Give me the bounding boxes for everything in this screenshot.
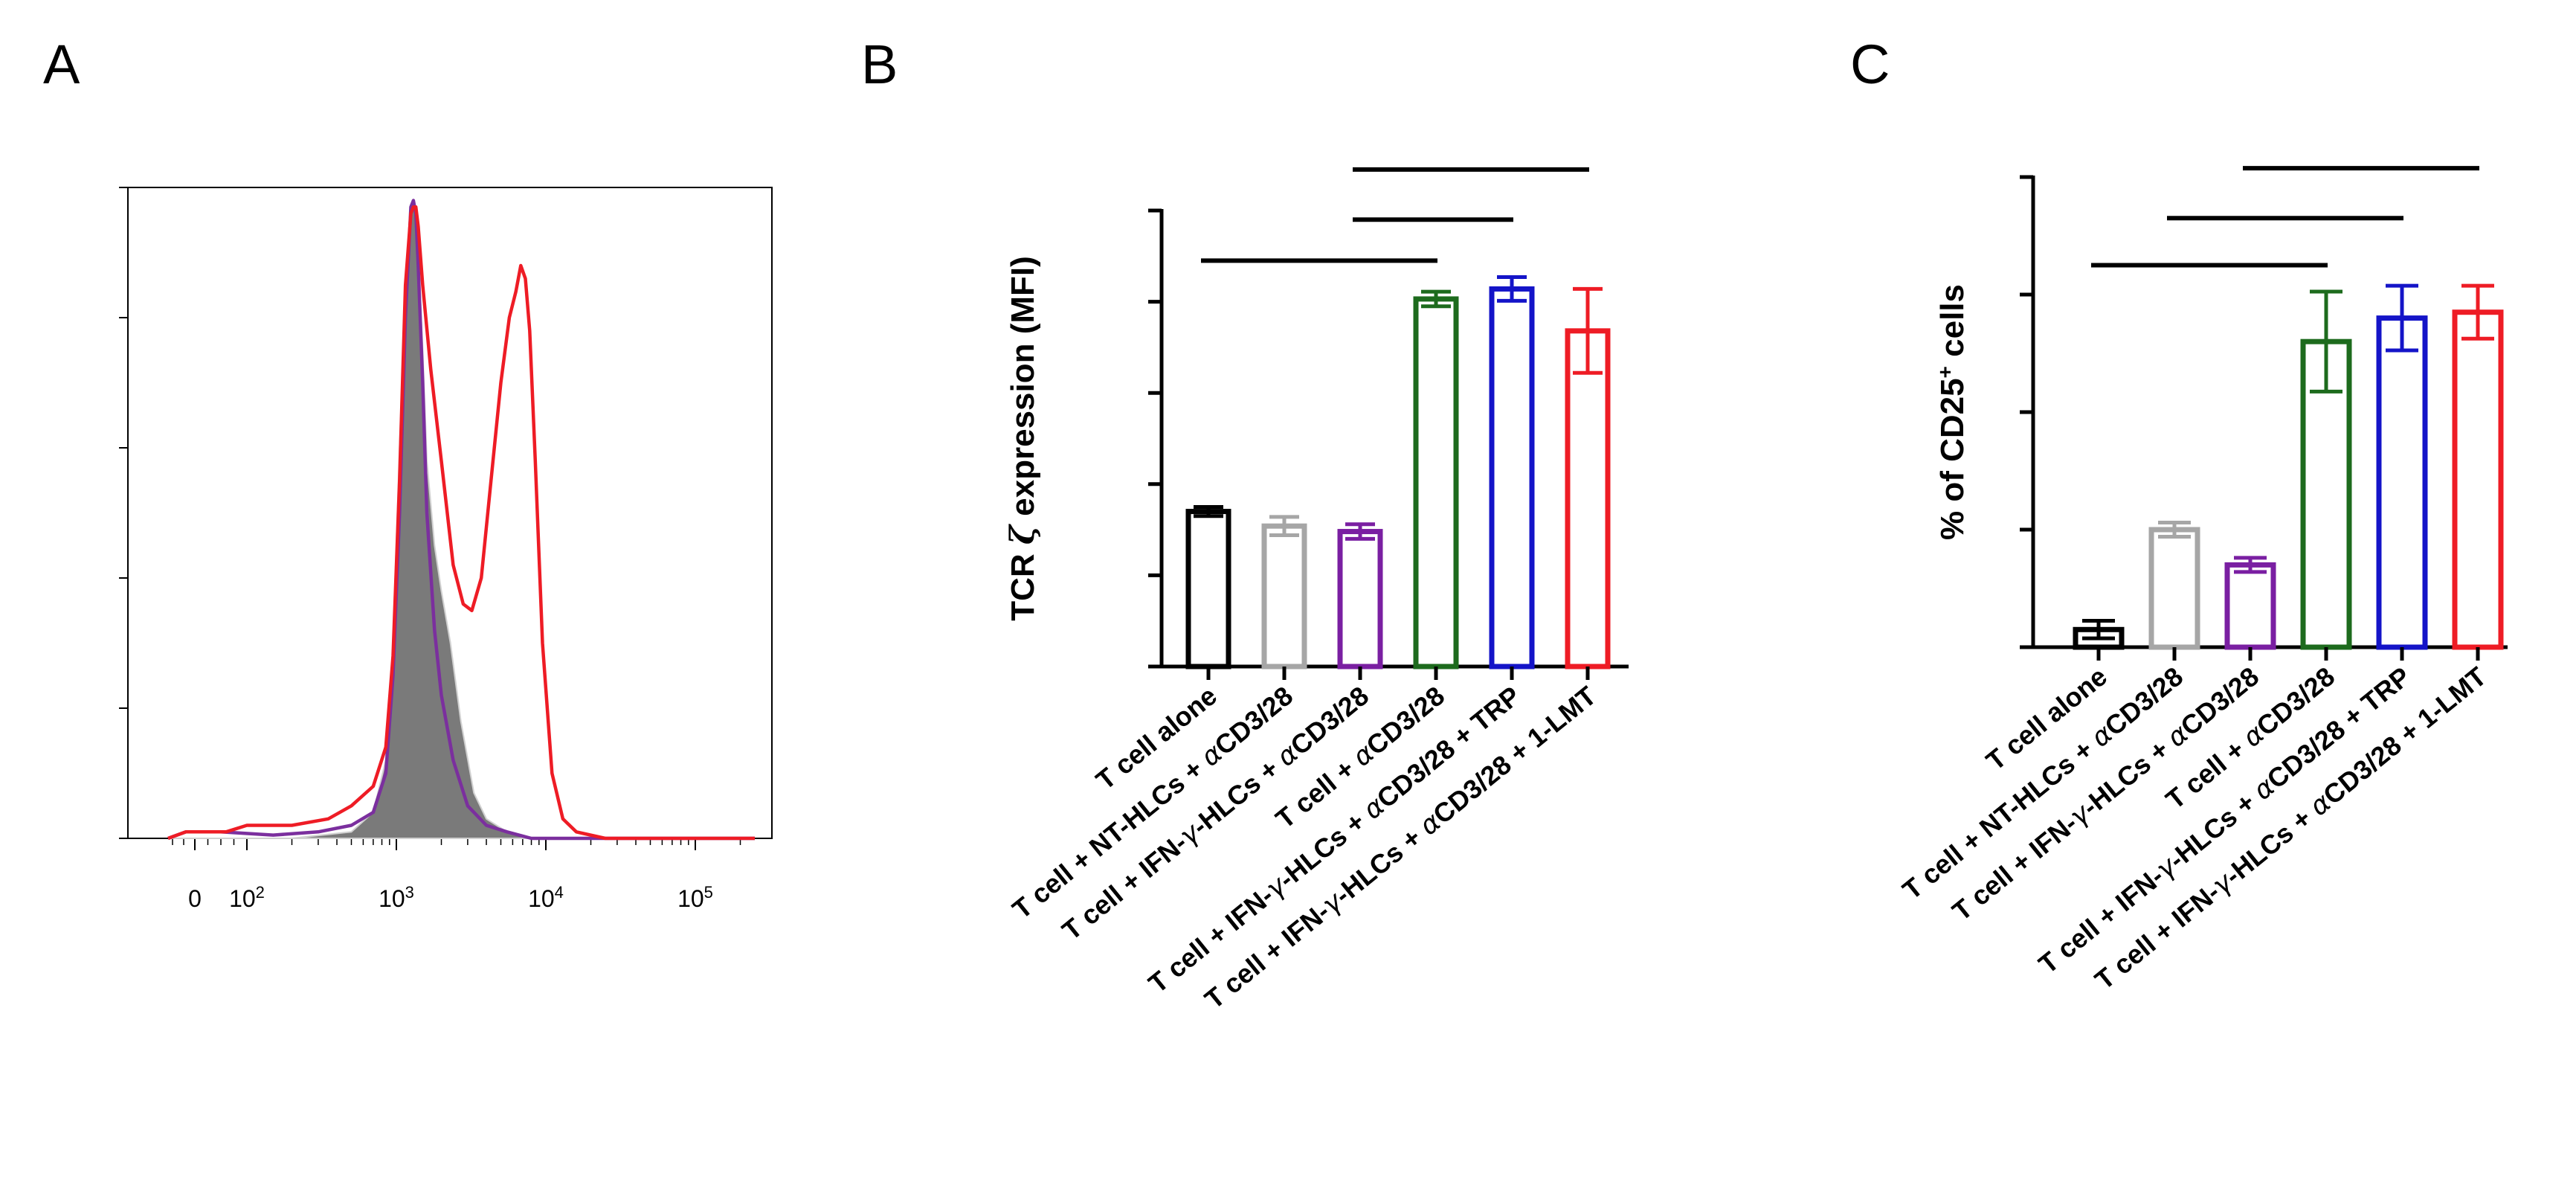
x-tick-exponent: 4 xyxy=(555,883,564,902)
x-tick-base: 10 xyxy=(677,885,704,912)
panel-label-b: B xyxy=(861,33,898,95)
bar xyxy=(1261,523,1307,669)
y-axis-label: % of CD25+ cells xyxy=(1933,284,1971,540)
x-tick-label: 104 xyxy=(528,883,564,913)
histogram-curve-purple xyxy=(167,199,755,841)
x-tick-base: 0 xyxy=(188,885,202,912)
bar xyxy=(1413,296,1459,669)
x-tick-label: 105 xyxy=(677,883,713,913)
bar xyxy=(2452,309,2504,650)
panel-label-c: C xyxy=(1850,33,1890,95)
x-tick-base: 10 xyxy=(528,885,555,912)
y-axis-label-superscript: + xyxy=(1933,366,1957,378)
bar xyxy=(2376,315,2428,650)
x-tick-label: 0 xyxy=(188,885,202,912)
x-tick-exponent: 3 xyxy=(405,883,414,902)
x-tick-label: 102 xyxy=(229,883,265,913)
bar xyxy=(1337,529,1383,669)
histogram-panel: 0 102 103 104 105 xyxy=(119,187,773,913)
x-tick-label: 103 xyxy=(379,883,414,913)
bar xyxy=(1565,328,1611,669)
histogram-curve-red xyxy=(167,205,755,841)
y-axis-label-rest: expression (MFI) xyxy=(1005,256,1041,525)
bar xyxy=(2148,527,2200,650)
bar xyxy=(2224,562,2276,650)
y-axis-label-zeta: ζ xyxy=(1004,524,1042,545)
x-tick-exponent: 5 xyxy=(704,883,713,902)
y-axis-label-main: % of CD25 xyxy=(1934,378,1971,540)
x-tick-exponent: 2 xyxy=(256,883,265,902)
bar xyxy=(1489,286,1535,669)
y-axis-label-main: TCR xyxy=(1005,545,1041,621)
bar xyxy=(1185,509,1231,669)
y-axis-label-rest: cells xyxy=(1934,284,1971,366)
panel-label-a: A xyxy=(43,33,80,95)
x-tick-base: 10 xyxy=(229,885,256,912)
filled-histogram-control xyxy=(168,198,755,839)
y-axis-label: TCR ζ expression (MFI) xyxy=(1004,256,1042,621)
x-tick-base: 10 xyxy=(379,885,405,912)
